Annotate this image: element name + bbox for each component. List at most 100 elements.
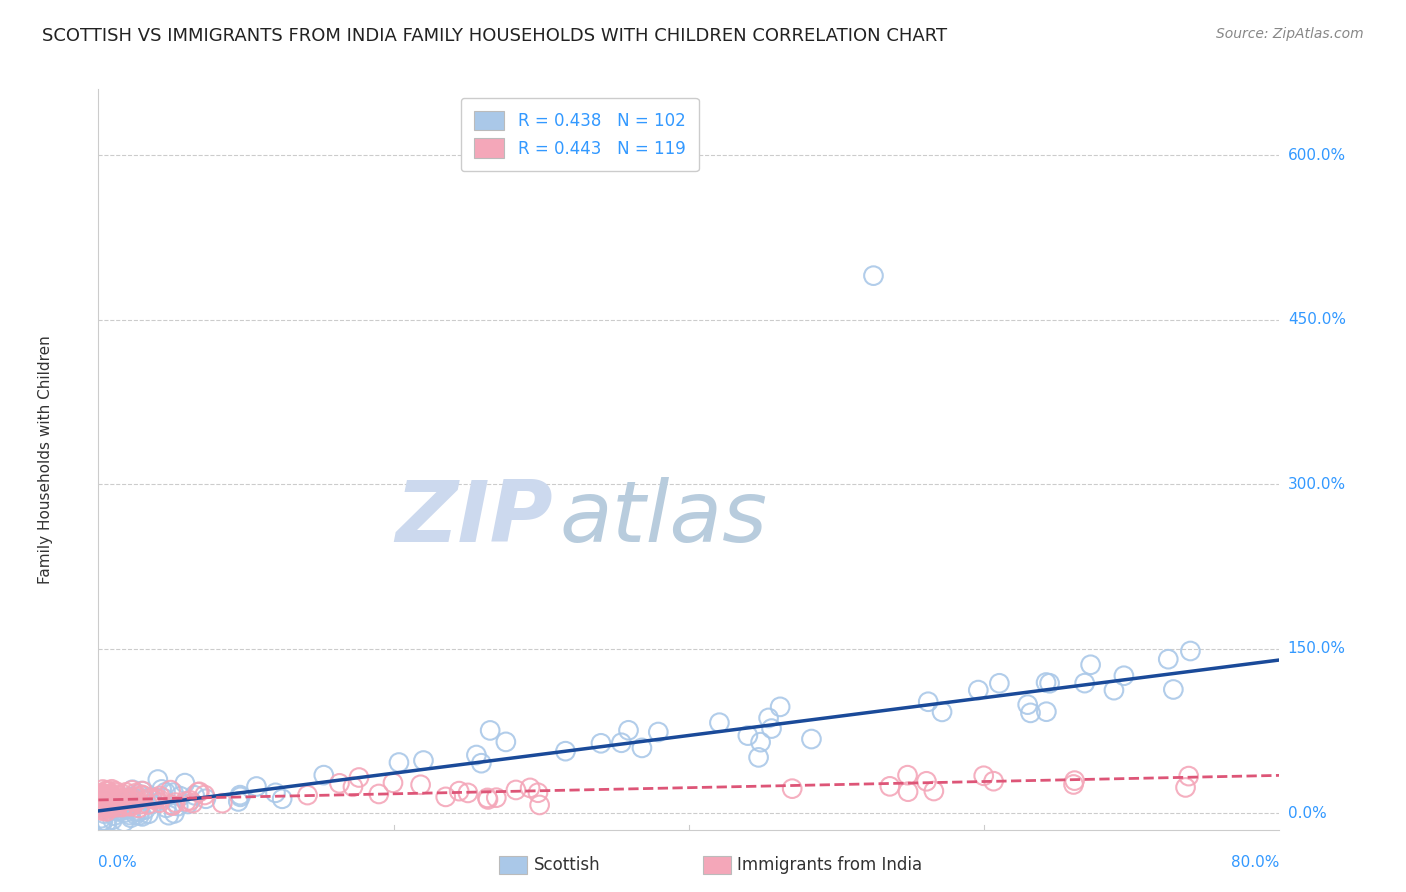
Text: 0.0%: 0.0% (98, 855, 138, 870)
Point (118, 808, 141, 822)
Point (100, 796, 122, 810)
Point (449, 784, 471, 798)
Point (121, 798, 143, 813)
Point (1035, 675, 1057, 690)
Point (138, 806, 160, 821)
Point (128, 808, 150, 822)
Point (108, 792, 131, 806)
Point (150, 782, 173, 797)
Point (117, 791, 139, 805)
Point (1035, 705, 1057, 719)
Point (162, 786, 184, 800)
Point (107, 788, 129, 802)
Point (100, 788, 122, 802)
Point (90, 789, 112, 803)
Point (104, 784, 127, 798)
Point (922, 784, 945, 798)
Point (94, 801, 117, 815)
Point (173, 776, 195, 790)
Point (121, 782, 143, 797)
Point (89, 792, 111, 806)
Point (94, 800, 117, 814)
Point (91, 782, 114, 797)
Text: 80.0%: 80.0% (1232, 855, 1279, 870)
Point (229, 789, 252, 804)
Point (917, 695, 939, 709)
Point (131, 809, 153, 823)
Point (125, 805, 148, 819)
Point (91, 795, 114, 809)
Point (91, 799, 114, 814)
Text: 600.0%: 600.0% (1288, 147, 1346, 162)
Point (761, 722, 783, 736)
Point (477, 792, 499, 806)
Point (98, 791, 121, 805)
Point (111, 794, 134, 808)
Point (93, 806, 115, 821)
Text: 150.0%: 150.0% (1288, 641, 1346, 657)
Point (101, 800, 124, 814)
Point (110, 799, 132, 814)
Point (187, 785, 209, 799)
Point (131, 791, 153, 805)
Point (194, 791, 217, 805)
Point (800, 732, 823, 747)
Point (297, 788, 319, 802)
Point (89, 794, 111, 808)
Point (122, 797, 145, 811)
Point (132, 793, 155, 807)
Text: ZIP: ZIP (395, 477, 553, 560)
Point (554, 744, 576, 758)
Point (1102, 683, 1125, 698)
Point (124, 789, 146, 804)
Point (983, 774, 1005, 789)
Point (94, 797, 117, 812)
Point (98, 797, 121, 812)
Point (264, 786, 287, 800)
Point (226, 794, 249, 808)
Point (1174, 780, 1197, 795)
Point (177, 797, 200, 811)
Point (91, 804, 114, 818)
Point (136, 797, 159, 812)
Point (89, 793, 111, 807)
Point (90, 802, 112, 816)
Text: Immigrants from India: Immigrants from India (737, 856, 922, 874)
Point (98, 804, 121, 818)
Point (120, 789, 142, 804)
Point (149, 789, 172, 803)
Point (115, 794, 138, 808)
Text: SCOTTISH VS IMMIGRANTS FROM INDIA FAMILY HOUSEHOLDS WITH CHILDREN CORRELATION CH: SCOTTISH VS IMMIGRANTS FROM INDIA FAMILY… (42, 27, 948, 45)
Point (527, 786, 550, 800)
Point (758, 711, 780, 725)
Point (967, 683, 990, 698)
Point (610, 736, 633, 750)
Point (127, 787, 149, 801)
Text: 0.0%: 0.0% (1288, 805, 1326, 821)
Point (131, 788, 153, 802)
Point (519, 780, 541, 795)
Point (103, 797, 125, 812)
Point (495, 735, 517, 749)
Point (617, 723, 640, 738)
Point (915, 774, 938, 789)
Point (1063, 773, 1085, 788)
Point (96, 802, 118, 816)
Point (176, 794, 198, 808)
Point (128, 805, 150, 819)
Point (211, 796, 233, 810)
Point (108, 797, 131, 811)
Point (91, 787, 114, 801)
Text: Family Households with Children: Family Households with Children (38, 335, 53, 583)
Point (769, 699, 792, 714)
Point (479, 723, 502, 738)
Text: atlas: atlas (560, 477, 768, 560)
Point (146, 772, 169, 787)
Point (631, 740, 654, 755)
Point (97, 794, 120, 808)
Point (111, 788, 134, 802)
Point (89, 792, 111, 806)
Point (155, 785, 177, 799)
Point (1080, 657, 1102, 672)
Point (124, 807, 146, 822)
